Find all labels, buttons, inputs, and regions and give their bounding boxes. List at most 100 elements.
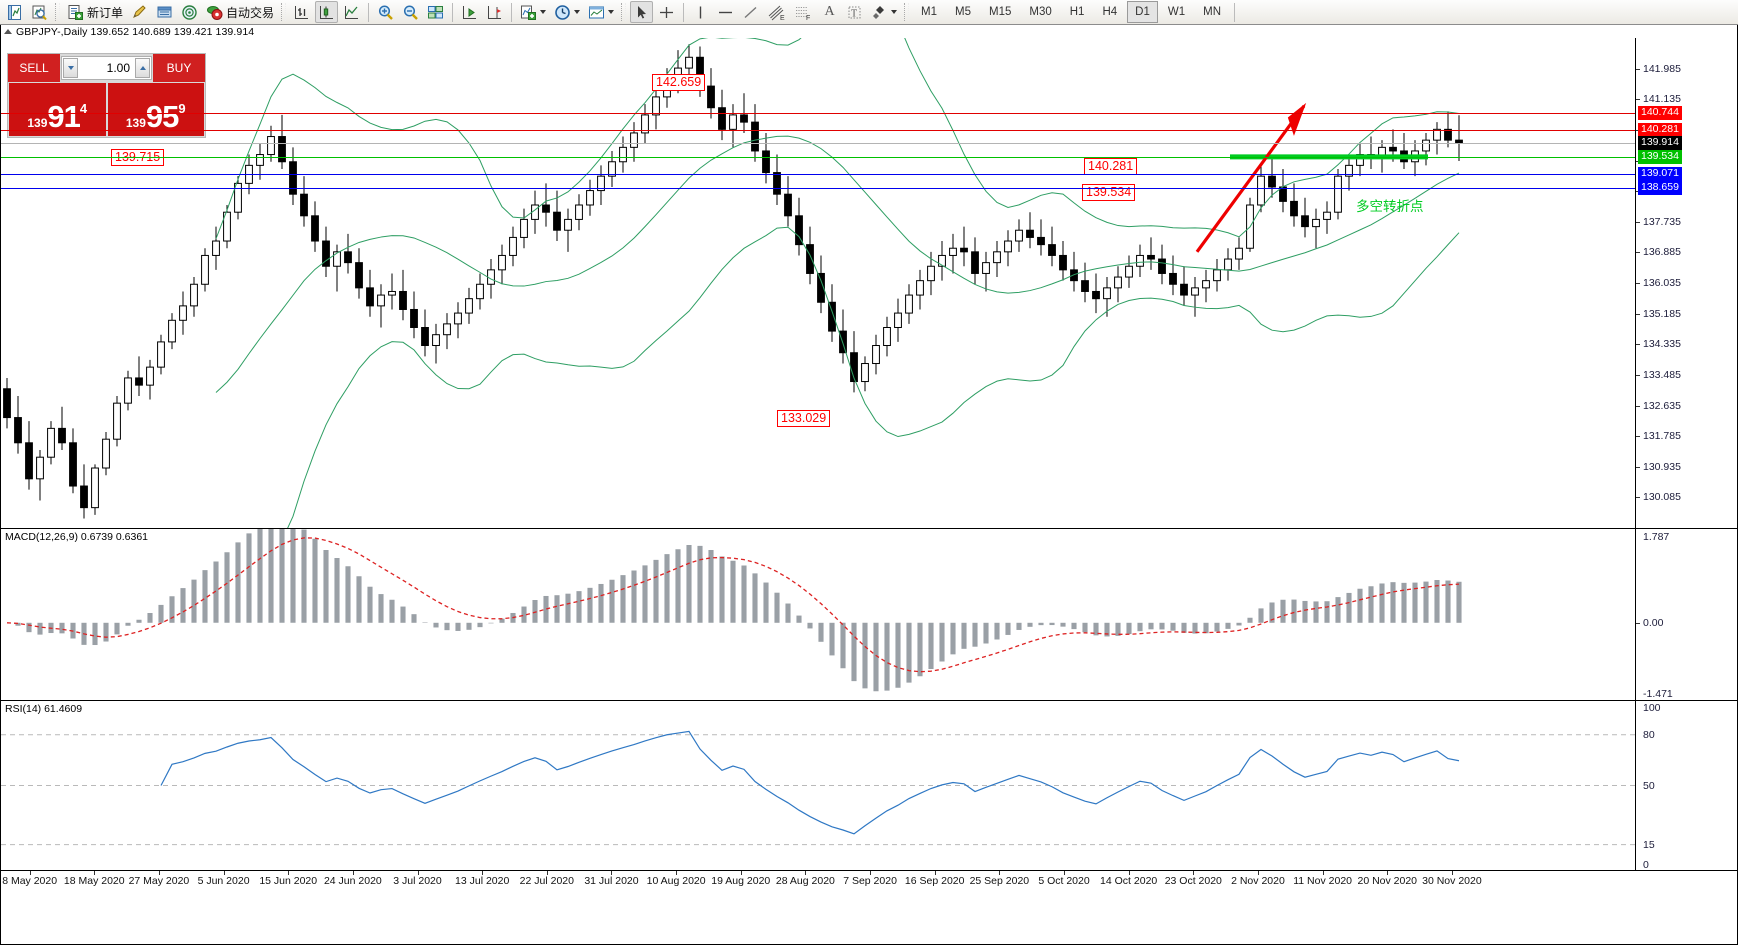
zoom-out-icon[interactable]: [399, 1, 422, 23]
vertical-line-icon[interactable]: [689, 1, 712, 23]
toolbar-divider-2: [452, 2, 454, 22]
auto-trading-label: 自动交易: [226, 5, 275, 20]
chevron-down-icon-4[interactable]: [891, 10, 898, 14]
price-line-138-659-tag[interactable]: 138.659: [1638, 181, 1682, 196]
chevron-down-icon-3[interactable]: [608, 10, 615, 14]
toolbar-divider-5: [1234, 2, 1235, 22]
time-axis[interactable]: 8 May 2020 18 May 2020 27 May 2020 5 Jun 20…: [1, 870, 1738, 892]
add-indicator-icon[interactable]: [517, 1, 549, 23]
volume-down-button[interactable]: [63, 58, 78, 78]
toolbar-separator-2: [281, 3, 287, 21]
buy-button[interactable]: BUY: [153, 54, 205, 82]
volume-field[interactable]: 1.00: [61, 56, 152, 80]
timeframe-m1[interactable]: M1: [921, 6, 938, 18]
price-line-140-744-tag[interactable]: 140.744: [1638, 106, 1682, 121]
date-tick-mark: [740, 871, 742, 875]
anno-133-029[interactable]: 133.029: [777, 410, 831, 427]
volume-up-button[interactable]: [135, 58, 150, 78]
text-label-icon[interactable]: T: [843, 1, 866, 23]
crosshair-icon[interactable]: [655, 1, 678, 23]
anno-duokong[interactable]: 多空转折点: [1356, 199, 1424, 215]
date-tick-mark: [870, 871, 872, 875]
date-tick-label: 5 Jun 2020: [197, 875, 250, 887]
new-chart-icon[interactable]: [3, 1, 26, 23]
price-line-140-744[interactable]: [1, 113, 1635, 115]
chevron-down-icon[interactable]: [540, 10, 547, 14]
anno-142-659[interactable]: 142.659: [652, 74, 706, 91]
sell-price-quote[interactable]: 139 91 4: [9, 83, 106, 136]
timeframe-m5[interactable]: M5: [955, 6, 971, 18]
auto-scroll-icon[interactable]: [458, 1, 481, 23]
shapes-icon[interactable]: [868, 1, 900, 23]
one-click-trading-panel[interactable]: SELL 1.00 BUY 139 91 4 139: [7, 53, 206, 138]
anno-140-281[interactable]: 140.281: [1084, 158, 1138, 175]
timeframe-h1[interactable]: H1: [1069, 6, 1085, 18]
date-tick-mark: [805, 871, 807, 875]
line-chart-icon[interactable]: [340, 1, 363, 23]
radar-icon[interactable]: [178, 1, 201, 23]
macd-scale[interactable]: 1.787 0.00 -1.471: [1635, 529, 1738, 700]
date-tick-mark: [288, 871, 290, 875]
price-line-140-281[interactable]: [1, 130, 1635, 132]
price-line-139-914[interactable]: [1, 143, 1635, 145]
timeframe-m30[interactable]: M30: [1029, 6, 1052, 18]
rsi-tick-label: 0: [1643, 859, 1649, 871]
price-line-139-534[interactable]: [1, 156, 1635, 158]
equidistant-channel-icon[interactable]: E: [764, 1, 789, 23]
price-line-139-071[interactable]: [1, 173, 1635, 175]
market-watch-icon[interactable]: [153, 1, 176, 23]
horizontal-line-icon[interactable]: [714, 1, 737, 23]
date-tick-mark: [482, 871, 484, 875]
tile-windows-icon[interactable]: [424, 1, 447, 23]
price-tick-mark: [1636, 497, 1640, 499]
chart-window: GBPJPY-,Daily 139.652 140.689 139.421 13…: [0, 25, 1738, 945]
trendline-icon[interactable]: [739, 1, 762, 23]
date-tick-label: 10 Aug 2020: [646, 875, 706, 887]
price-plot-area[interactable]: [1, 38, 1635, 528]
sell-button[interactable]: SELL: [8, 54, 60, 82]
price-line-139-071-tag[interactable]: 139.071: [1638, 166, 1682, 181]
svg-text:E: E: [780, 15, 785, 21]
volume-value[interactable]: 1.00: [106, 61, 130, 75]
macd-plot-area[interactable]: MACD(12,26,9) 0.6739 0.6361: [1, 529, 1635, 700]
timeframe-d1[interactable]: D1: [1127, 1, 1158, 23]
price-tick-label: 132.635: [1643, 399, 1681, 412]
price-line-139-534-tag[interactable]: 139.534: [1638, 149, 1682, 164]
pencil-icon[interactable]: [128, 1, 151, 23]
date-tick-mark: [417, 871, 419, 875]
date-tick-label: 14 Oct 2020: [1100, 875, 1158, 887]
price-tick-label: 134.335: [1643, 338, 1681, 351]
timeframe-w1[interactable]: W1: [1167, 6, 1186, 18]
fibonacci-retracement-icon[interactable]: F: [791, 1, 816, 23]
one-click-top-row: SELL 1.00 BUY: [8, 54, 205, 82]
price-line-139-914-tag[interactable]: 139.914: [1638, 136, 1682, 151]
bar-chart-icon[interactable]: [290, 1, 313, 23]
rsi-tick-label: 15: [1643, 838, 1655, 851]
chart-shift-icon[interactable]: [483, 1, 506, 23]
cursor-icon[interactable]: [630, 1, 654, 23]
buy-price-quote[interactable]: 139 95 9: [107, 83, 204, 136]
auto-trading-button[interactable]: 自动交易: [203, 1, 277, 23]
timeframe-h4[interactable]: H4: [1102, 6, 1118, 18]
template-icon[interactable]: [585, 1, 617, 23]
date-tick-mark: [29, 871, 31, 875]
buy-price-big: 95: [145, 99, 179, 134]
text-icon[interactable]: A: [818, 1, 841, 23]
collapse-arrow-icon[interactable]: [4, 29, 12, 34]
new-order-button[interactable]: 新订单: [64, 1, 126, 23]
clock-icon[interactable]: [551, 1, 583, 23]
timeframe-mn[interactable]: MN: [1203, 6, 1221, 18]
profiles-icon[interactable]: [28, 1, 51, 23]
rsi-scale[interactable]: 100 80 50 15 0: [1635, 701, 1738, 871]
macd-tick-mark: [1636, 622, 1640, 624]
zoom-in-icon[interactable]: [374, 1, 397, 23]
price-line-140-281-tag[interactable]: 140.281: [1638, 123, 1682, 138]
anno-139-534[interactable]: 139.534: [1082, 184, 1136, 201]
date-tick-label: 18 May 2020: [63, 875, 125, 887]
timeframe-m15[interactable]: M15: [989, 6, 1012, 18]
date-tick-mark: [1451, 871, 1453, 875]
price-line-138-659[interactable]: [1, 188, 1635, 190]
rsi-plot-area[interactable]: RSI(14) 61.4609: [1, 701, 1635, 870]
chevron-down-icon-2[interactable]: [574, 10, 581, 14]
candlestick-chart-icon[interactable]: [315, 1, 339, 23]
